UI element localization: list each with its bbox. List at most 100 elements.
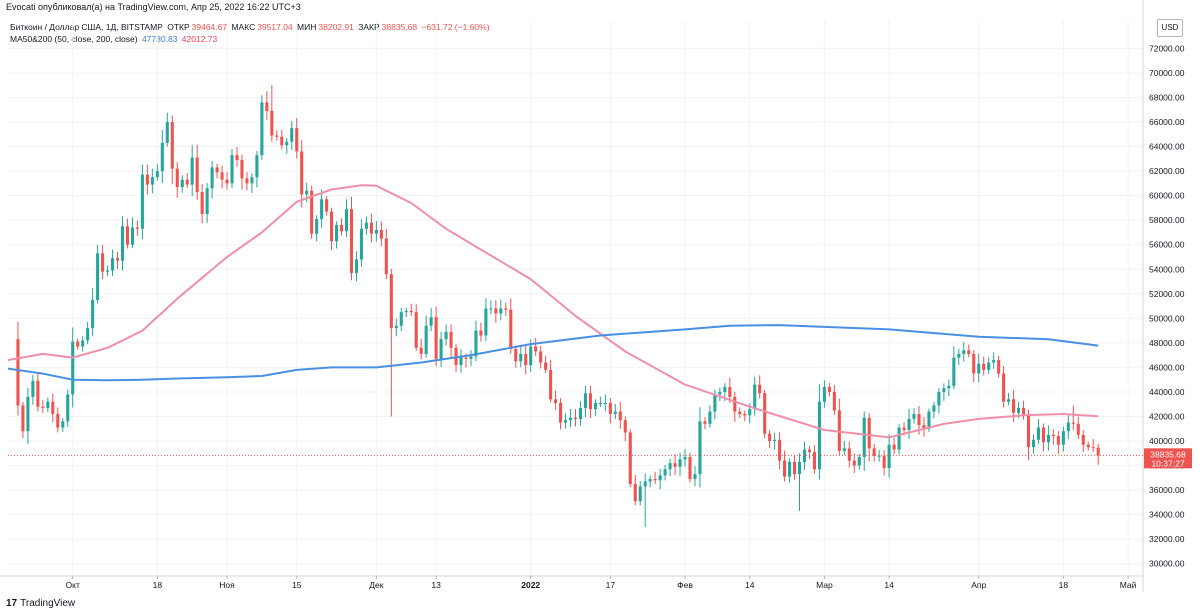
candle xyxy=(932,401,936,419)
candle-body xyxy=(927,411,931,429)
candle-body xyxy=(817,401,821,470)
candle xyxy=(743,410,747,422)
candle-body xyxy=(235,155,239,161)
candle-body xyxy=(922,425,926,429)
candle xyxy=(56,407,60,433)
candle xyxy=(997,355,1001,378)
candle xyxy=(1061,426,1065,452)
candle-body xyxy=(170,122,174,169)
candle-body xyxy=(364,222,368,229)
candle xyxy=(125,218,130,249)
candle-body xyxy=(464,357,468,359)
candle xyxy=(76,338,80,350)
candle xyxy=(822,380,826,408)
candle xyxy=(524,344,528,375)
candle-body xyxy=(489,308,493,310)
candle xyxy=(638,480,642,506)
candle-body xyxy=(175,168,179,188)
candle-body xyxy=(663,469,667,476)
ma-label: MA50&200 (50, close, 200, close) xyxy=(10,34,138,44)
candle-body xyxy=(195,157,199,192)
candle xyxy=(349,196,354,281)
candle xyxy=(1026,409,1031,460)
candle-body xyxy=(449,331,453,348)
candle xyxy=(559,398,563,430)
candle xyxy=(957,348,961,366)
candle-body xyxy=(693,474,697,480)
x-tick-label: 14 xyxy=(745,580,755,590)
candle-body xyxy=(190,157,194,185)
candle xyxy=(703,417,707,430)
candle-body xyxy=(275,135,279,137)
candle xyxy=(837,398,841,455)
candle xyxy=(867,413,871,462)
candle-body xyxy=(414,312,418,348)
candle xyxy=(459,349,463,373)
candle-body xyxy=(802,449,807,462)
candle xyxy=(753,377,757,416)
candle xyxy=(608,398,612,424)
candle-body xyxy=(81,340,85,347)
candle-body xyxy=(295,128,299,152)
candle-body xyxy=(882,455,886,469)
candle xyxy=(568,409,573,428)
candle-body xyxy=(559,402,563,423)
candle-body xyxy=(713,394,717,412)
candle xyxy=(106,265,110,277)
candle-body xyxy=(145,174,149,185)
candle-body xyxy=(743,414,747,416)
candle-body xyxy=(265,102,269,111)
x-tick-label: Фев xyxy=(677,580,693,590)
currency-button[interactable]: USD xyxy=(1157,19,1183,37)
candle xyxy=(962,342,966,362)
candle-body xyxy=(106,270,110,272)
candle-body xyxy=(812,452,816,470)
published-line: Evocati опубликовал(а) на TradingView.co… xyxy=(6,2,301,12)
candle-body xyxy=(753,384,757,410)
candle-body xyxy=(728,387,732,397)
candle-body xyxy=(469,356,473,359)
candle-body xyxy=(738,411,742,415)
candle-body xyxy=(66,394,70,422)
candle-body xyxy=(514,349,518,362)
candle xyxy=(369,213,373,243)
candle-body xyxy=(842,448,846,451)
candle xyxy=(603,394,607,412)
candle xyxy=(240,154,244,190)
candle xyxy=(265,91,269,120)
candle-body xyxy=(200,191,204,215)
candle xyxy=(588,385,592,418)
candle-body xyxy=(564,420,568,423)
open-label: ОТКР xyxy=(167,22,190,32)
candle-body xyxy=(583,393,587,408)
candle xyxy=(1031,434,1036,454)
candle-body xyxy=(339,225,344,232)
candle-body xyxy=(459,357,463,365)
candle-body xyxy=(335,225,339,242)
candle xyxy=(339,218,344,236)
candle-body xyxy=(653,479,657,481)
candle xyxy=(81,336,85,352)
countdown-value: 10:37:27 xyxy=(1151,458,1184,468)
candle-body xyxy=(1002,373,1006,402)
candle-body xyxy=(847,448,851,461)
candle xyxy=(160,130,164,183)
candle xyxy=(389,268,393,417)
candle-body xyxy=(792,461,797,475)
x-tick-label: 18 xyxy=(1059,580,1069,590)
candle-body xyxy=(1007,399,1011,402)
candle-body xyxy=(633,483,637,502)
candle xyxy=(61,418,65,432)
candle-body xyxy=(668,463,672,470)
candle-body xyxy=(185,179,189,185)
candle xyxy=(698,407,702,488)
tradingview-logo-icon: 17 xyxy=(6,598,18,609)
candle xyxy=(394,318,398,337)
candle xyxy=(260,95,264,160)
candle xyxy=(678,452,682,477)
candle-body xyxy=(419,347,423,354)
candle-body xyxy=(36,380,40,407)
candle xyxy=(982,356,986,376)
